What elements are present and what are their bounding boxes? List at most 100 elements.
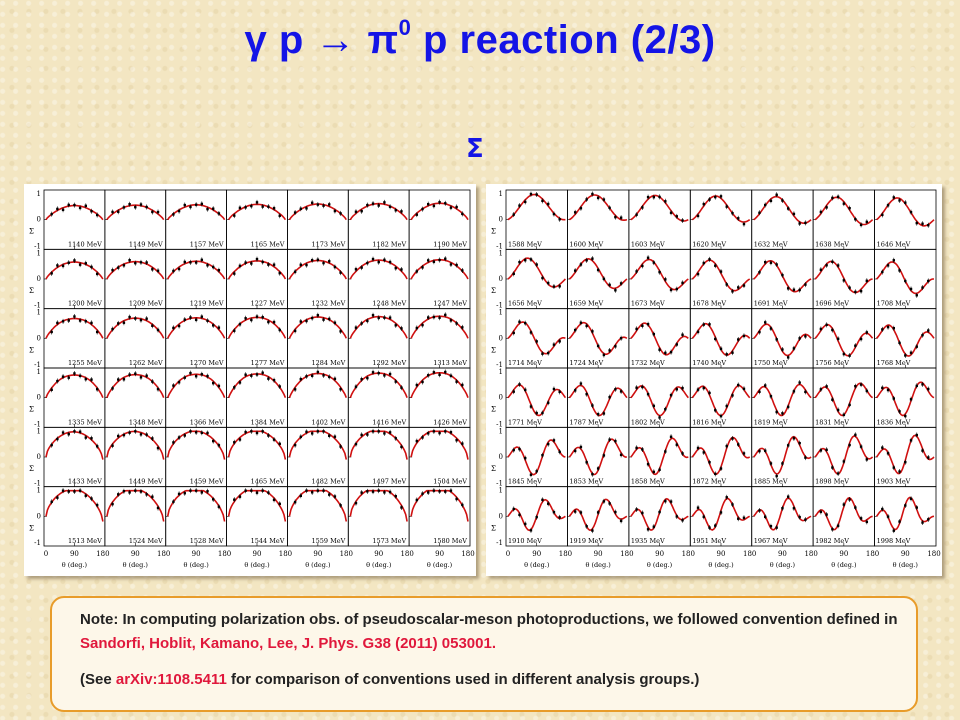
data-point [608,283,611,287]
energy-label: 1620 MeV [692,240,726,248]
subplot-cell: 1284 MeV [287,308,349,369]
model-curve [349,372,408,398]
subplot-cell: 1982 MeV [812,486,875,547]
data-point [316,370,320,374]
data-point [865,220,869,224]
data-point [836,195,840,199]
data-point [804,335,807,338]
data-point [151,380,154,383]
energy-label: 1691 MeV [754,300,788,308]
data-point [915,433,918,437]
subplot-cell: 1724 MeV [567,308,630,369]
data-point [61,264,65,268]
data-point [881,328,884,331]
subplot-cell: 1787 MeV [567,367,630,428]
data-point [669,288,673,292]
data-point [95,388,99,391]
subplot-cell: 1190 MeV [408,189,471,250]
y-axis-label: Σ [29,524,34,532]
energy-label: 1497 MeV [372,478,406,486]
y-tick-label: 0 [37,216,41,224]
data-point [444,257,447,260]
energy-label: 1696 MeV [815,300,849,308]
data-point [714,264,717,267]
data-point [427,491,430,494]
energy-label: 1580 MeV [433,537,467,545]
data-point [134,206,137,209]
data-point [360,322,363,325]
data-point [151,495,154,498]
subplot-cell: 1292 MeV [347,308,410,369]
y-axis-label: Σ [29,406,34,414]
data-point [547,281,550,285]
data-point [854,506,857,509]
model-curve [227,260,287,280]
data-point [189,430,192,433]
y-tick-label: 1 [37,249,41,257]
data-point [552,285,556,288]
data-point [646,323,650,326]
data-point [139,203,143,206]
x-axis-label: θ (deg.) [770,561,796,569]
y-tick-label: 0 [499,512,503,520]
data-point [731,503,734,506]
data-point [573,211,577,214]
data-point [696,506,700,509]
data-point [461,269,464,272]
subplot-cell: 1714 MeV [505,308,568,369]
data-point [278,442,281,445]
data-point [804,518,807,521]
data-point [547,442,550,446]
data-point [371,257,375,261]
x-axis-label: θ (deg.) [708,561,734,569]
data-point [708,391,711,395]
data-point [212,207,215,210]
data-point [652,525,656,528]
energy-label: 1140 MeV [68,240,102,248]
data-point [151,437,154,440]
data-point [886,204,890,207]
energy-label: 1433 MeV [68,478,102,486]
data-point [708,323,711,326]
data-point [151,268,154,271]
data-point [742,452,746,455]
note-line-2-suffix: for comparison of conventions used in di… [226,671,700,688]
data-point [128,431,131,434]
x-axis-label: θ (deg.) [183,561,209,569]
model-curve [227,373,287,399]
y-tick-label: 1 [499,190,503,198]
data-point [819,327,823,331]
arxiv-link[interactable]: arXiv:1108.5411 [115,671,227,688]
data-point [427,259,430,262]
data-point [798,288,801,292]
data-point [84,494,87,497]
data-point [725,283,728,286]
subplot-cell: 1165 MeV [226,189,288,250]
data-point [212,324,215,327]
data-point [183,434,186,437]
data-point [67,376,70,379]
data-point [669,350,673,354]
data-point [769,462,773,465]
energy-label: 1872 MeV [692,478,726,486]
energy-label: 1335 MeV [68,418,102,426]
x-axis-label: θ (deg.) [62,561,88,569]
data-point [360,491,363,494]
data-point [859,383,863,386]
data-point [421,323,424,327]
data-point [641,206,644,209]
data-point [836,408,840,412]
subplot-cell: 1182 MeV [347,189,410,250]
x-tick-label: 90 [435,550,444,558]
data-point [145,493,148,496]
data-point [702,323,705,326]
data-point [427,374,430,377]
data-point [719,270,723,273]
data-point [244,206,247,209]
data-point [742,516,746,519]
data-point [111,502,114,506]
data-point [183,203,186,207]
data-point [449,374,453,377]
data-point [652,261,656,264]
subplot-cell: 1819 MeV [751,367,814,428]
